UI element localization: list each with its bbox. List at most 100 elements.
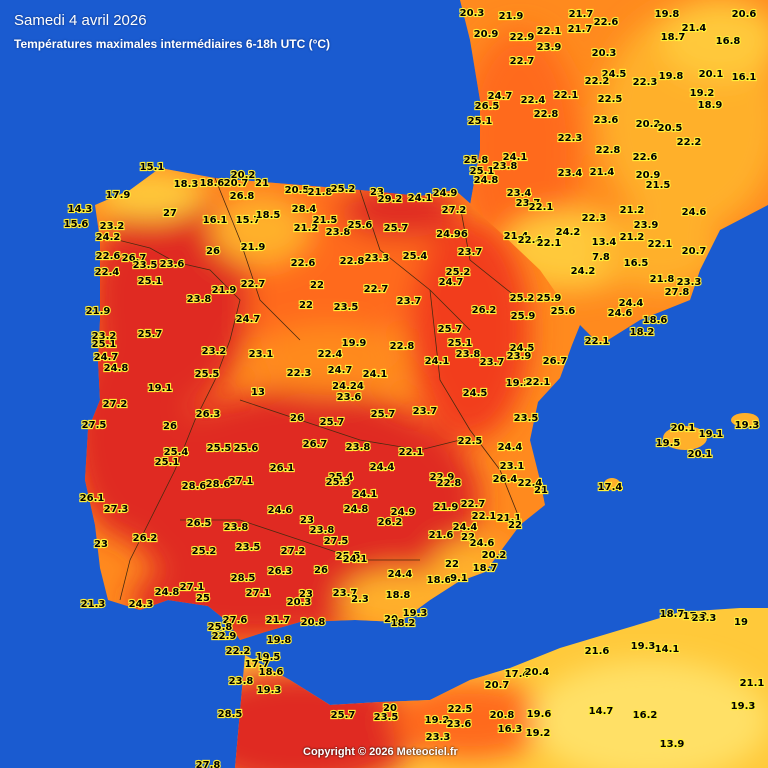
station-temperature-label: 19.1 <box>699 429 724 440</box>
station-temperature-label: 18.2 <box>630 327 655 338</box>
station-temperature-label: 28.6 <box>182 481 207 492</box>
station-temperature-label: 22.6 <box>291 258 316 269</box>
station-temperature-label: 19.2 <box>506 378 531 389</box>
station-temperature-label: 19.5 <box>256 652 281 663</box>
station-temperature-label: 25.9 <box>537 293 562 304</box>
station-temperature-label: 25.6 <box>551 306 576 317</box>
station-temperature-label: 28.4 <box>292 204 317 215</box>
station-temperature-label: 26.3 <box>268 566 293 577</box>
station-temperature-label: 23.5 <box>236 542 261 553</box>
station-temperature-label: 25.8 <box>464 155 489 166</box>
station-temperature-label: 25.7 <box>138 329 163 340</box>
balearic-islands <box>604 413 759 490</box>
station-temperature-label: 23.3 <box>692 613 717 624</box>
station-temperature-label: 26.4 <box>493 474 518 485</box>
station-temperature-label: 26.7 <box>543 356 568 367</box>
station-temperature-label: 19.3 <box>403 608 428 619</box>
station-temperature-label: 21.6 <box>429 530 454 541</box>
station-temperature-label: 21.9 <box>434 502 459 513</box>
station-temperature-label: 27.5 <box>324 536 349 547</box>
station-temperature-label: 25.2 <box>446 267 471 278</box>
station-temperature-label: 21 <box>534 485 548 496</box>
station-temperature-label: 21.8 <box>650 274 675 285</box>
station-temperature-label: 28.6 <box>206 479 231 490</box>
station-temperature-label: 25.5 <box>336 551 361 562</box>
station-temperature-label: 24.7 <box>236 314 261 325</box>
station-temperature-label: 23.8 <box>456 349 481 360</box>
station-temperature-label: 24.6 <box>470 538 495 549</box>
station-temperature-label: 26.5 <box>187 518 212 529</box>
station-temperature-label: 21.8 <box>308 187 333 198</box>
station-temperature-label: 25.4 <box>329 472 354 483</box>
station-temperature-label: 20 <box>384 614 398 625</box>
station-temperature-label: 23.7 <box>480 357 505 368</box>
station-temperature-label: 25.5 <box>195 369 220 380</box>
station-temperature-label: 20.2 <box>231 170 256 181</box>
station-temperature-label: 25.1 <box>92 339 117 350</box>
station-temperature-label: 22.2 <box>226 646 251 657</box>
station-temperature-label: 23.8 <box>346 442 371 453</box>
station-temperature-label: 22.3 <box>287 368 312 379</box>
station-temperature-label: 22.6 <box>594 17 619 28</box>
station-temperature-label: 21 <box>255 178 269 189</box>
station-temperature-label: 24.7 <box>94 352 119 363</box>
station-temperature-label: 18.8 <box>386 590 411 601</box>
station-temperature-label: 20.1 <box>688 449 713 460</box>
station-temperature-label: 20.9 <box>636 170 661 181</box>
station-temperature-label: 24.1 <box>425 356 450 367</box>
station-temperature-label: 27.1 <box>229 476 254 487</box>
station-temperature-label: 13 <box>251 387 265 398</box>
station-temperature-label: 27.8 <box>665 287 690 298</box>
station-temperature-label: 21.4 <box>590 167 615 178</box>
station-temperature-label: 27.2 <box>442 205 467 216</box>
station-temperature-label: 23.6 <box>447 719 472 730</box>
station-temperature-label: 19 <box>734 617 748 628</box>
station-temperature-label: 24.6 <box>608 308 633 319</box>
station-temperature-label: 16.1 <box>732 72 757 83</box>
station-temperature-label: 13.4 <box>592 237 617 248</box>
station-temperature-label: 21.5 <box>313 215 338 226</box>
station-temperature-label: 23.8 <box>310 525 335 536</box>
station-temperature-label: 18.6 <box>259 667 284 678</box>
station-temperature-label: 23.8 <box>326 227 351 238</box>
station-temperature-label: 17.7 <box>245 659 270 670</box>
station-temperature-label: 25.6 <box>234 443 259 454</box>
station-temperature-label: 23.8 <box>493 161 518 172</box>
station-temperature-label: 20.5 <box>285 185 310 196</box>
station-temperature-label: 23.7 <box>516 198 541 209</box>
station-temperature-label: 21.4 <box>504 231 529 242</box>
station-temperature-label: 19.6 <box>527 709 552 720</box>
station-temperature-label: 22.7 <box>364 284 389 295</box>
map-subtitle: Températures maximales intermédiaires 6-… <box>14 37 331 51</box>
station-temperature-label: 23.7 <box>413 406 438 417</box>
station-temperature-label: 19.2 <box>526 728 551 739</box>
station-temperature-label: 22.4 <box>518 235 543 246</box>
station-temperature-label: 19.8 <box>659 71 684 82</box>
station-temperature-label: 22.6 <box>96 251 121 262</box>
station-temperature-label: 18.7 <box>473 563 498 574</box>
station-temperature-label: 23.6 <box>594 115 619 126</box>
station-temperature-label: 24.1 <box>353 489 378 500</box>
station-temperature-label: 26.2 <box>378 517 403 528</box>
station-temperature-label: 26.3 <box>196 409 221 420</box>
station-temperature-label: 17.9 <box>106 190 131 201</box>
station-temperature-label: 27 <box>163 208 177 219</box>
station-temperature-label: 25.2 <box>331 184 356 195</box>
station-temperature-label: 19.3 <box>731 701 756 712</box>
station-temperature-label: 18.6 <box>427 575 452 586</box>
station-temperature-label: 23.9 <box>507 351 532 362</box>
station-temperature-label: 27.2 <box>103 399 128 410</box>
station-temperature-label: 24.4 <box>498 442 523 453</box>
station-temperature-label: 25.1 <box>448 338 473 349</box>
station-temperature-label: 24.4 <box>388 569 413 580</box>
station-temperature-label: 24.3 <box>129 599 154 610</box>
station-temperature-label: 24.5 <box>602 69 627 80</box>
station-temperature-label: 23.4 <box>558 168 583 179</box>
station-temperature-label: 19.3 <box>257 685 282 696</box>
station-temperature-label: 15.7 <box>236 215 261 226</box>
station-temperature-label: 23.3 <box>426 732 451 743</box>
station-temperature-label: 17.4 <box>598 482 623 493</box>
station-temperature-label: 22 <box>310 280 324 291</box>
station-temperature-label: 21.7 <box>569 9 594 20</box>
